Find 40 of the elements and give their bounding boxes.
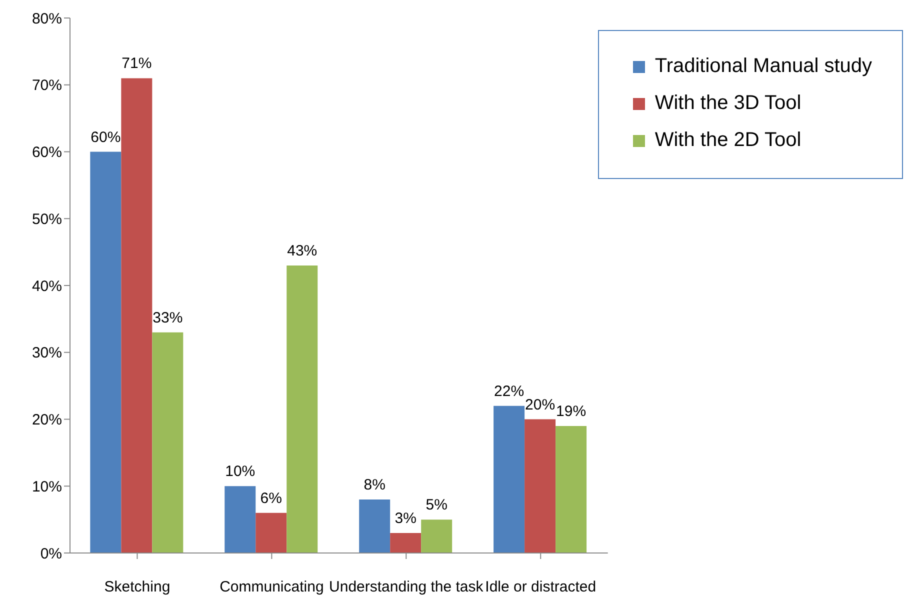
x-tick-label: Understanding the task <box>329 578 484 596</box>
y-tick-label: 80% <box>32 10 62 28</box>
bar <box>90 152 122 553</box>
data-label: 60% <box>90 128 121 146</box>
data-label: 33% <box>152 309 183 326</box>
bar <box>494 406 525 553</box>
data-label: 20% <box>525 396 556 414</box>
data-label: 6% <box>260 490 282 507</box>
legend-label: With the 2D Tool <box>654 129 802 152</box>
data-label: 10% <box>225 463 256 480</box>
bar <box>121 78 152 553</box>
legend-label: With the 3D Tool <box>654 92 802 115</box>
x-tick-label: Idle or distracted <box>485 578 596 596</box>
legend-label: Traditional Manual study <box>654 55 872 78</box>
bar <box>556 426 587 553</box>
data-label: 8% <box>364 476 386 494</box>
data-label: 3% <box>394 510 416 527</box>
x-tick-label: Communicating <box>220 578 324 596</box>
bar <box>224 486 256 553</box>
data-label: 43% <box>287 242 318 260</box>
data-label: 19% <box>556 402 586 420</box>
y-tick-label: 20% <box>32 412 62 429</box>
bar <box>256 512 287 553</box>
bar <box>390 532 422 553</box>
y-tick-label: 10% <box>32 478 62 496</box>
bar <box>286 265 318 553</box>
bar <box>524 419 556 553</box>
y-tick-label: 0% <box>40 545 62 562</box>
y-tick-label: 40% <box>32 278 62 295</box>
bar <box>421 520 452 553</box>
data-label: 22% <box>494 382 524 400</box>
y-tick-label: 60% <box>32 144 62 162</box>
y-tick-label: 30% <box>32 344 62 362</box>
bar <box>152 332 184 553</box>
bar <box>359 500 390 553</box>
data-label: 71% <box>122 55 152 72</box>
data-label: 5% <box>426 496 448 514</box>
y-tick-label: 70% <box>32 77 62 94</box>
y-tick-label: 50% <box>32 210 62 228</box>
x-tick-label: Sketching <box>104 578 170 596</box>
